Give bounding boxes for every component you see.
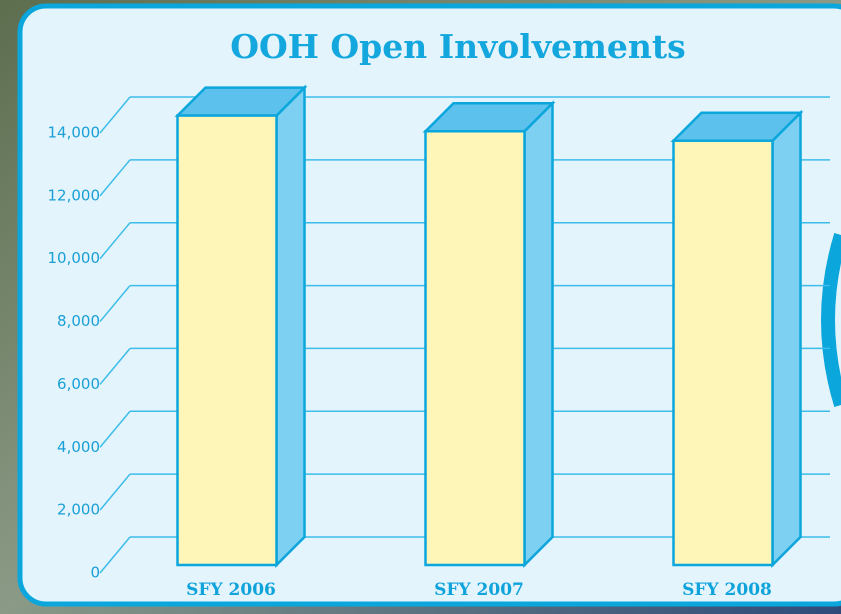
y-tick-label: 6,000 xyxy=(57,375,100,393)
y-tick-label: 8,000 xyxy=(57,312,100,330)
x-tick-label: SFY 2008 xyxy=(682,580,772,600)
grid-diagonal xyxy=(99,222,131,260)
bar xyxy=(672,139,774,567)
bar-side xyxy=(275,84,306,569)
chart-title: OOH Open Involvements xyxy=(230,27,686,66)
grid-diagonal xyxy=(99,96,131,134)
y-tick-label: 14,000 xyxy=(48,124,101,142)
y-tick-label: 12,000 xyxy=(48,186,101,204)
x-tick-label: SFY 2007 xyxy=(434,580,524,600)
bar xyxy=(176,114,278,567)
y-tick-label: 0 xyxy=(90,564,100,582)
y-tick-label: 4,000 xyxy=(57,438,100,456)
bar-side xyxy=(523,100,554,569)
grid-diagonal xyxy=(99,473,131,511)
bar-side xyxy=(771,109,802,569)
y-tick-label: 2,000 xyxy=(57,501,100,519)
grid-diagonal xyxy=(99,285,131,323)
y-tick-label: 10,000 xyxy=(48,249,101,267)
x-tick-label: SFY 2006 xyxy=(186,580,276,600)
grid-diagonal xyxy=(99,347,131,385)
grid-diagonal xyxy=(99,159,131,197)
grid-diagonal xyxy=(99,410,131,448)
bar xyxy=(424,130,526,567)
grid-diagonal xyxy=(99,536,131,574)
decorative-arc xyxy=(821,232,841,408)
